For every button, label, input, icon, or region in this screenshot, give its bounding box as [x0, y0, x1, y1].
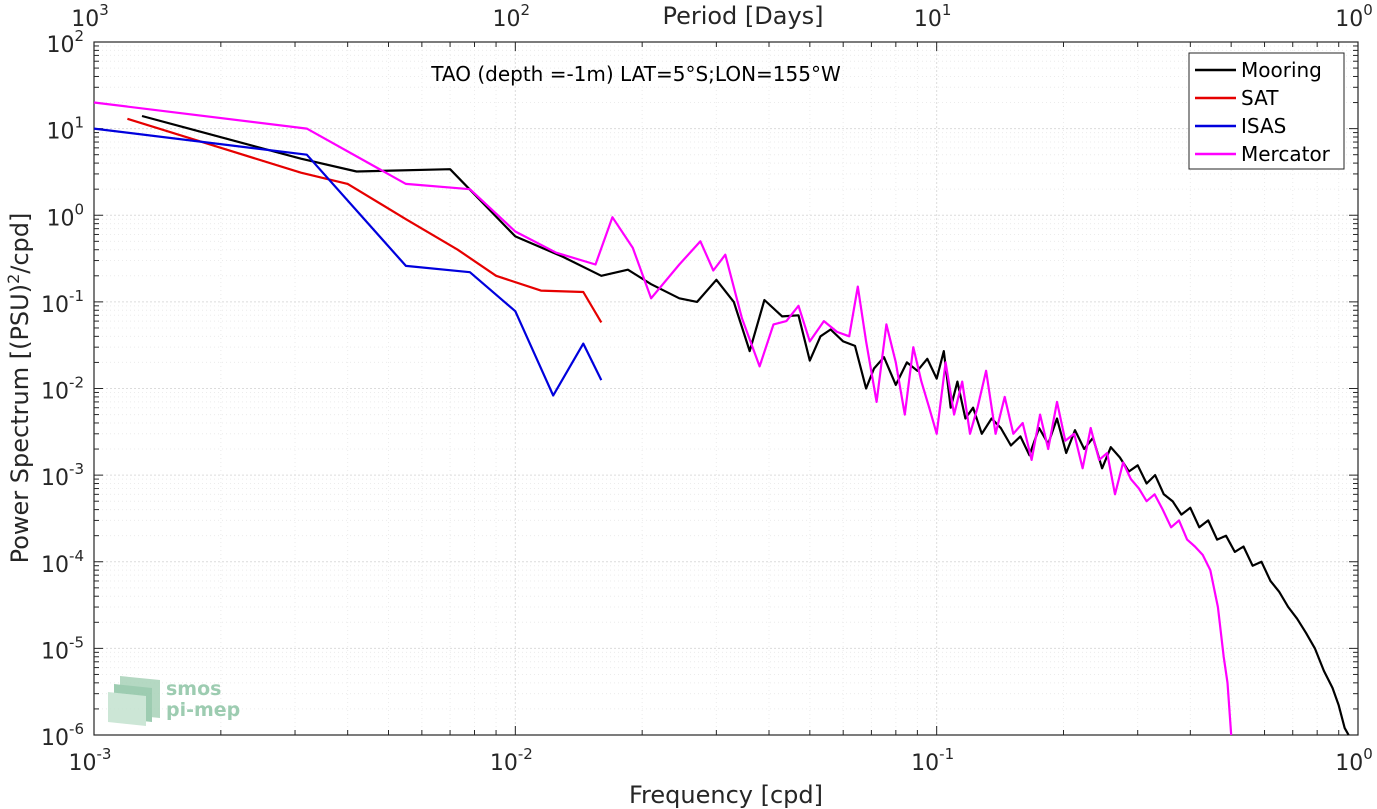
legend-label-mooring: Mooring: [1241, 58, 1322, 82]
x-tick-label: 10-3: [69, 745, 112, 776]
smos-pi-mep-logo: smos pi-mep: [108, 676, 240, 726]
y-tick-labels: 102 101 100 10-1 10-2 10-3 10-4 10-5 10-6: [41, 27, 84, 751]
y-tick-label: 10-1: [41, 287, 84, 318]
y-axis-label: Power Spectrum [(PSU)2/cpd]: [4, 213, 34, 564]
series-lines: [93, 101, 1350, 736]
grid: [94, 42, 1358, 735]
series-line-mercator: [93, 101, 1233, 736]
x-tick-label: 100: [1335, 745, 1373, 776]
y-tick-label: 102: [46, 27, 84, 58]
y-tick-label: 10-2: [41, 374, 84, 405]
y-tick-label: 10-5: [41, 633, 84, 664]
y-tick-label: 100: [46, 200, 84, 231]
y-tick-label: 10-6: [41, 720, 84, 751]
top-tick-label: 101: [914, 1, 952, 32]
chart-title: TAO (depth =-1m) LAT=5°S;LON=155°W: [430, 62, 841, 86]
svg-text:smos: smos: [166, 678, 221, 700]
legend-label-mercator: Mercator: [1241, 142, 1331, 166]
series-line-isas: [93, 127, 603, 397]
y-tick-label: 101: [46, 114, 84, 145]
x-tick-label: 10-2: [490, 745, 533, 776]
y-axis-label-tail: /cpd]: [6, 213, 34, 274]
y-axis-label-sup: 2: [4, 274, 23, 284]
series-line-mooring: [141, 114, 1350, 736]
ticks: [93, 41, 1359, 736]
top-axis-label: Period [Days]: [662, 2, 823, 30]
legend-label-sat: SAT: [1241, 86, 1279, 110]
legend: Mooring SAT ISAS Mercator: [1188, 52, 1345, 170]
legend-label-isas: ISAS: [1241, 114, 1286, 138]
legend-box: [1188, 52, 1345, 170]
x-axis-label: Frequency [cpd]: [629, 781, 823, 809]
y-tick-label: 10-4: [41, 547, 84, 578]
series-line-sat: [127, 117, 603, 323]
top-tick-labels: 103 102 101 100: [71, 1, 1373, 32]
x-tick-label: 10-1: [911, 745, 954, 776]
x-tick-labels: 10-3 10-2 10-1 100: [69, 745, 1373, 776]
top-tick-label: 103: [71, 1, 109, 32]
y-tick-label: 10-3: [41, 460, 84, 491]
top-tick-label: 100: [1335, 1, 1373, 32]
y-axis-label-main: Power Spectrum [(PSU): [6, 284, 34, 563]
svg-text:pi-mep: pi-mep: [166, 699, 240, 721]
top-tick-label: 102: [493, 1, 531, 32]
